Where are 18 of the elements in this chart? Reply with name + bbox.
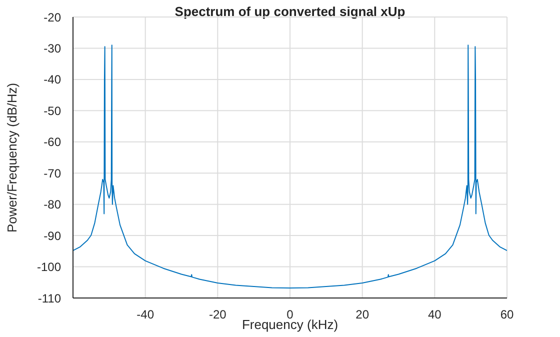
chart-title: Spectrum of up converted signal xUp [174,4,406,19]
x-tick-label: 40 [428,308,442,322]
y-tick-label: -90 [44,228,62,243]
x-tick-label: 60 [500,308,514,322]
y-tick-label: -100 [36,260,62,274]
y-tick-label: -30 [44,41,62,56]
y-tick-label: -50 [44,104,62,118]
y-tick-label: -40 [44,72,62,87]
x-tick-label: -20 [208,308,227,322]
y-tick-label: -70 [44,166,62,180]
y-axis-title: Power/Frequency (dB/Hz) [4,82,20,232]
x-tick-label: 20 [356,308,370,322]
y-tick-label: -20 [44,10,62,24]
y-tick-label: -60 [44,135,62,150]
y-tick-label: -80 [44,198,62,212]
x-tick-label: -40 [136,308,154,322]
y-tick-label: -110 [38,291,62,306]
line-series [73,44,507,289]
